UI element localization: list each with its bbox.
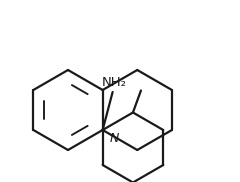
Text: NH₂: NH₂ — [102, 76, 127, 88]
Text: N: N — [110, 132, 119, 145]
